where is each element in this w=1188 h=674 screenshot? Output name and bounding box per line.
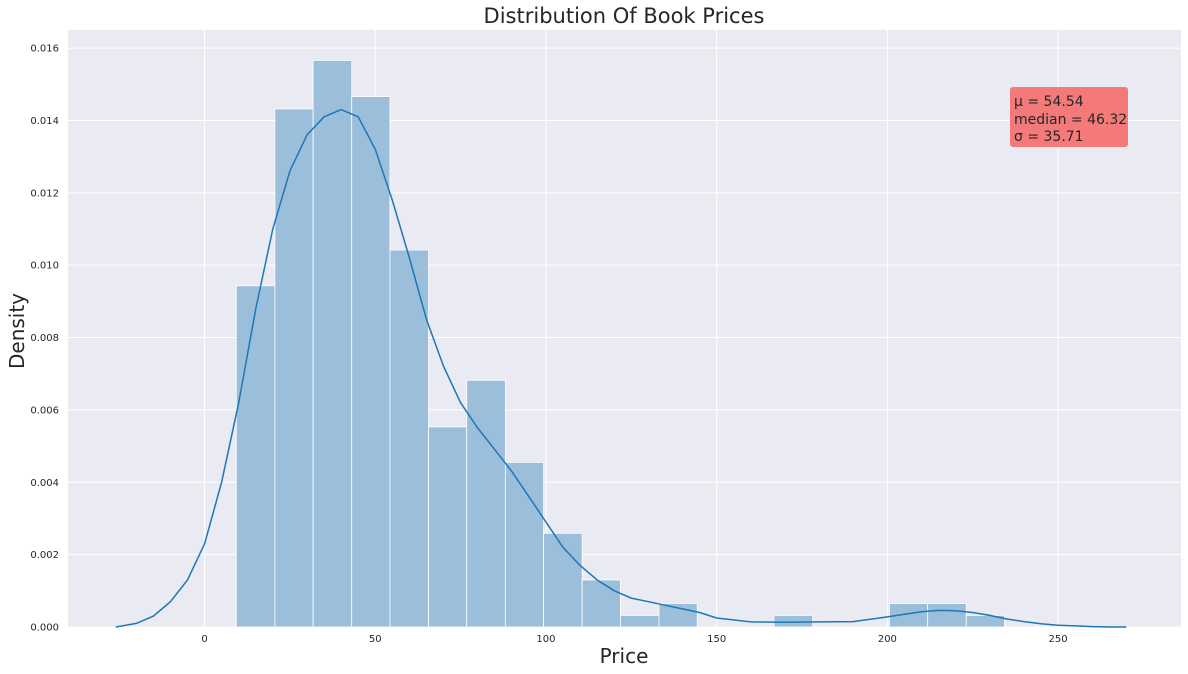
chart-title: Distribution Of Book Prices	[484, 4, 765, 28]
y-tick-label: 0.006	[30, 405, 59, 416]
x-tick-label: 150	[707, 634, 726, 645]
x-tick-label: 100	[536, 634, 555, 645]
y-tick-label: 0.002	[30, 550, 59, 561]
stats-annotation: μ = 54.54 median = 46.32 σ = 35.71	[1010, 87, 1128, 147]
x-tick-label: 0	[201, 634, 207, 645]
x-tick-label: 50	[369, 634, 382, 645]
histogram-bar	[466, 379, 506, 628]
kde-line	[115, 108, 1127, 628]
histogram-bars	[235, 59, 1005, 628]
stats-mean: μ = 54.54	[1014, 94, 1084, 110]
histogram-bar	[235, 285, 276, 628]
histogram-bar	[351, 96, 391, 628]
stats-std: σ = 35.71	[1014, 129, 1084, 145]
histogram-bar	[581, 579, 621, 628]
histogram-bar	[773, 615, 814, 628]
x-tick-label: 200	[878, 634, 897, 645]
y-tick-label: 0.014	[30, 116, 59, 127]
stats-annotation-background	[1010, 87, 1128, 147]
histogram-bar	[504, 461, 544, 628]
x-tick-label: 250	[1049, 634, 1068, 645]
x-axis-ticks: 0 50 100 150 200 250	[201, 634, 1067, 645]
y-tick-label: 0.012	[30, 188, 59, 199]
histogram-bar	[274, 108, 314, 628]
histogram-bar	[620, 615, 660, 628]
y-axis-label: Density	[5, 293, 29, 369]
histogram-bar	[658, 603, 698, 628]
histogram-bar	[927, 603, 967, 628]
y-tick-label: 0.010	[30, 261, 59, 272]
histogram-bar	[965, 615, 1005, 628]
y-tick-label: 0.000	[30, 623, 59, 634]
histogram-bar	[312, 59, 353, 628]
y-axis-ticks: 0.000 0.002 0.004 0.006 0.008 0.010 0.012 0.014…	[30, 44, 59, 634]
stats-median: median = 46.32	[1014, 112, 1127, 128]
y-tick-label: 0.004	[30, 478, 59, 489]
histogram-bar	[428, 426, 468, 628]
x-axis-label: Price	[600, 644, 649, 668]
y-tick-label: 0.016	[30, 44, 59, 55]
y-tick-label: 0.008	[30, 333, 59, 344]
